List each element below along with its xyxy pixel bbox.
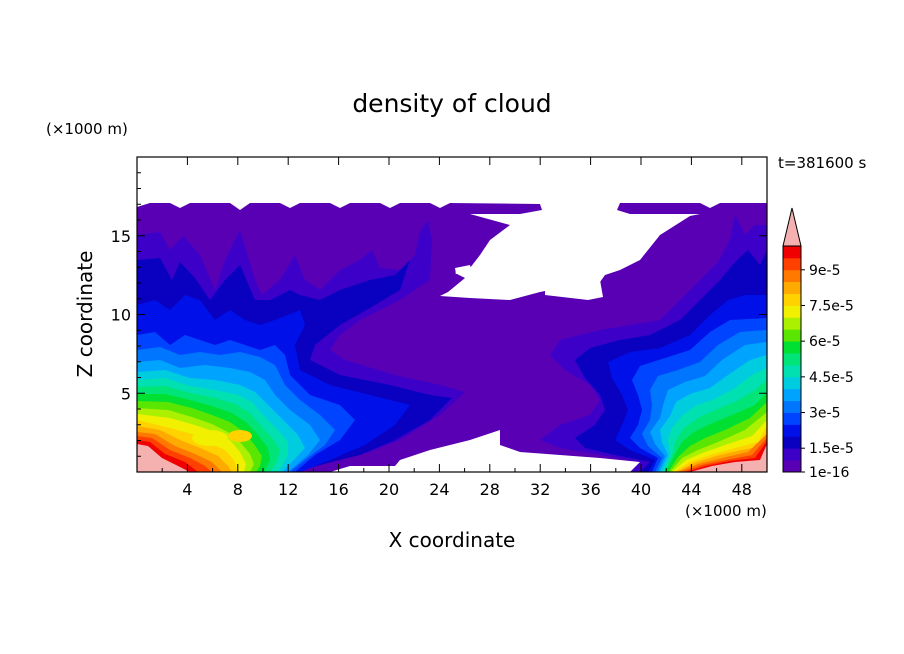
colorbar-segment (783, 436, 801, 449)
colorbar-label: 3e-5 (809, 406, 840, 422)
x-tick-label: 28 (480, 480, 500, 499)
x-tick-label: 44 (681, 480, 701, 499)
x-tick-label: 16 (328, 480, 348, 499)
colorbar-label: 1e-16 (809, 465, 849, 481)
x-tick-label: 4 (182, 480, 192, 499)
chart-title: density of cloud (352, 89, 551, 118)
y-tick-label: 10 (111, 306, 131, 325)
x-axis-unit: (×1000 m) (685, 502, 767, 520)
colorbar-segment (783, 424, 801, 437)
colorbar-label: 9e-5 (809, 263, 840, 279)
x-tick-label: 24 (429, 480, 449, 499)
colorbar-segment (783, 353, 801, 366)
gap-small (545, 280, 603, 300)
colorbar-segment (783, 388, 801, 402)
right-plume (540, 215, 767, 472)
y-tick-label: 5 (121, 384, 131, 403)
y-tick-label: 15 (111, 227, 131, 246)
colorbar-segment (783, 376, 801, 390)
y-axis-ticks: 5 10 15 (111, 172, 767, 457)
left-plume (137, 220, 465, 472)
time-label: t=381600 s (778, 154, 866, 172)
colorbar-segment (783, 341, 801, 354)
colorbar-segment (783, 246, 801, 259)
colorbar-segment (783, 269, 801, 283)
colorbar-segment (783, 329, 801, 342)
x-tick-label: 36 (580, 480, 600, 499)
colorbar-segment (783, 412, 801, 425)
gap-small-2 (455, 265, 472, 274)
colorbar-label: 4.5e-5 (809, 370, 854, 386)
colorbar-segment (783, 400, 801, 413)
colorbar-label: 7.5e-5 (809, 298, 854, 314)
colorbar-overflow-triangle (782, 207, 802, 247)
x-tick-label: 40 (631, 480, 651, 499)
x-tick-label: 48 (732, 480, 752, 499)
x-tick-label: 8 (233, 480, 243, 499)
colorbar-segment (783, 460, 801, 473)
y-axis-label: Z coordinate (73, 251, 97, 378)
colorbar-segment (783, 281, 801, 294)
colorbar-segment (783, 317, 801, 330)
colorbar-segment (783, 293, 801, 306)
y-axis-unit: (×1000 m) (46, 120, 128, 138)
colorbar: 1e-16 1.5e-5 3e-5 4.5e-5 6e-5 7.5e-5 9e-5 (782, 207, 854, 481)
x-tick-label: 12 (278, 480, 298, 499)
x-tick-label: 32 (530, 480, 550, 499)
x-axis-label: X coordinate (389, 528, 516, 552)
plot-area (137, 203, 767, 472)
colorbar-segment (783, 364, 801, 378)
colorbar-segment (783, 305, 801, 318)
x-tick-label: 20 (379, 480, 399, 499)
colorbar-segment (783, 448, 801, 461)
colorbar-label: 1.5e-5 (809, 441, 854, 457)
colorbar-segment (783, 257, 801, 271)
colorbar-frame (782, 245, 802, 473)
x-axis-ticks: 4 8 12 16 20 24 28 32 36 40 44 48 (161, 157, 752, 499)
colorbar-label: 6e-5 (809, 334, 840, 350)
